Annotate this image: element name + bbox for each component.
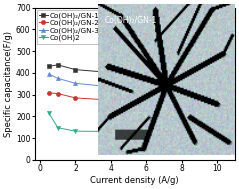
Line: Co(OH)₂/GN-1: Co(OH)₂/GN-1 <box>47 63 219 76</box>
Co(OH)₂/GN-1 <box>127 73 130 75</box>
Co(OH)2 <box>56 127 59 129</box>
Co(OH)₂/GN-1 <box>74 68 77 71</box>
Co(OH)2 <box>74 130 77 132</box>
Co(OH)₂/GN-2 <box>56 92 59 95</box>
Co(OH)₂/GN-2 <box>127 100 130 102</box>
Text: Co(OH)₂/GN-1: Co(OH)₂/GN-1 <box>105 16 157 25</box>
Co(OH)2 <box>48 112 50 114</box>
Co(OH)₂/GN-2 <box>216 100 218 102</box>
Co(OH)2 <box>127 130 130 133</box>
Co(OH)₂/GN-1 <box>56 64 59 66</box>
Y-axis label: Specific capacitance(F/g): Specific capacitance(F/g) <box>4 31 13 137</box>
Line: Co(OH)₂/GN-2: Co(OH)₂/GN-2 <box>47 91 219 103</box>
Co(OH)₂/GN-1 <box>48 65 50 67</box>
Co(OH)₂/GN-3 <box>74 82 77 84</box>
Co(OH)₂/GN-2 <box>48 92 50 94</box>
Co(OH)₂/GN-3 <box>127 88 130 90</box>
Line: Co(OH)2: Co(OH)2 <box>47 111 219 134</box>
Co(OH)2 <box>216 129 218 131</box>
Co(OH)₂/GN-3 <box>48 73 50 75</box>
Line: Co(OH)₂/GN-3: Co(OH)₂/GN-3 <box>47 72 219 91</box>
Legend: Co(OH)₂/GN-1, Co(OH)₂/GN-2, Co(OH)₂/GN-3, Co(OH)2: Co(OH)₂/GN-1, Co(OH)₂/GN-2, Co(OH)₂/GN-3… <box>37 10 102 44</box>
Co(OH)₂/GN-1 <box>216 72 218 74</box>
Co(OH)₂/GN-3 <box>56 77 59 80</box>
Co(OH)₂/GN-3 <box>216 87 218 89</box>
X-axis label: Current density (A/g): Current density (A/g) <box>91 176 179 185</box>
Co(OH)₂/GN-2 <box>74 97 77 99</box>
